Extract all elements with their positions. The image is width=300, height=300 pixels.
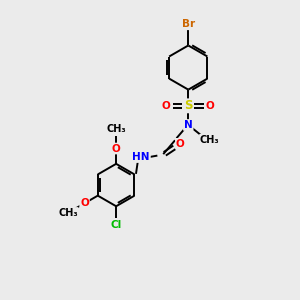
Text: N: N bbox=[184, 120, 193, 130]
Text: CH₃: CH₃ bbox=[200, 135, 220, 145]
Text: O: O bbox=[162, 101, 171, 111]
Text: O: O bbox=[206, 101, 215, 111]
Text: O: O bbox=[112, 143, 121, 154]
Text: Br: Br bbox=[182, 19, 195, 29]
Text: CH₃: CH₃ bbox=[58, 208, 78, 218]
Text: CH₃: CH₃ bbox=[106, 124, 126, 134]
Text: O: O bbox=[80, 198, 89, 208]
Text: Cl: Cl bbox=[110, 220, 122, 230]
Text: O: O bbox=[176, 139, 185, 149]
Text: HN: HN bbox=[132, 152, 150, 162]
Text: S: S bbox=[184, 99, 193, 112]
